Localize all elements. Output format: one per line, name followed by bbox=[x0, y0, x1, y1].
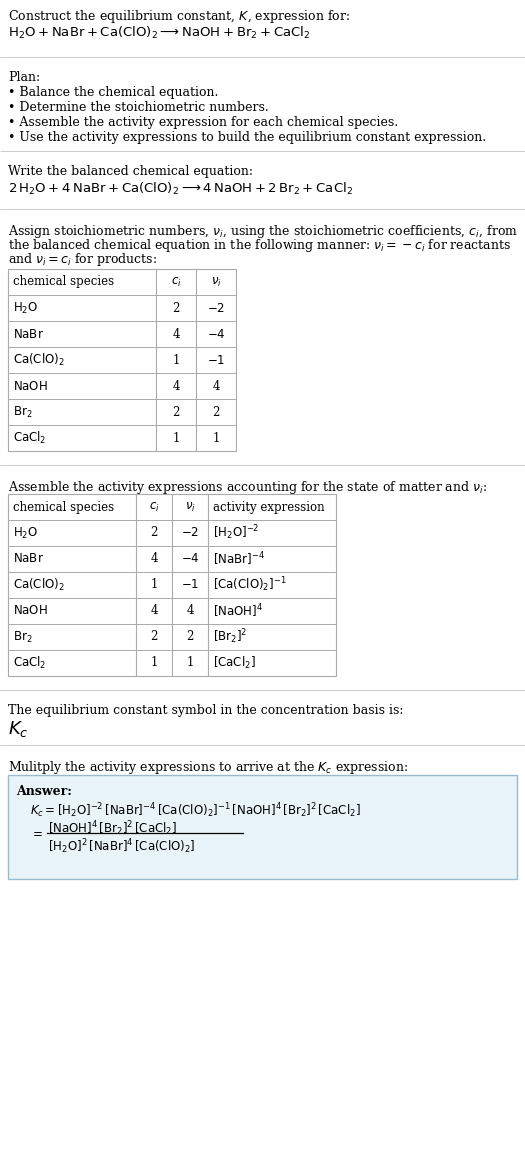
Text: 1: 1 bbox=[172, 353, 180, 367]
Text: $\mathrm{CaCl_2}$: $\mathrm{CaCl_2}$ bbox=[13, 655, 46, 670]
Text: Mulitply the activity expressions to arrive at the $K_c$ expression:: Mulitply the activity expressions to arr… bbox=[8, 759, 408, 775]
Text: • Balance the chemical equation.: • Balance the chemical equation. bbox=[8, 87, 218, 99]
Text: 4: 4 bbox=[172, 380, 180, 392]
Text: 4: 4 bbox=[150, 553, 157, 565]
Text: $\mathrm{NaBr}$: $\mathrm{NaBr}$ bbox=[13, 553, 44, 565]
Text: $[\mathrm{Br_2}]^2$: $[\mathrm{Br_2}]^2$ bbox=[213, 628, 247, 646]
Text: $\mathrm{H_2O}$: $\mathrm{H_2O}$ bbox=[13, 300, 38, 315]
Text: $\mathrm{Br_2}$: $\mathrm{Br_2}$ bbox=[13, 629, 33, 645]
Text: 2: 2 bbox=[172, 405, 180, 419]
Text: 1: 1 bbox=[172, 432, 180, 444]
Text: $\mathrm{H_2O}$: $\mathrm{H_2O}$ bbox=[13, 525, 38, 540]
Bar bbox=[8, 494, 336, 676]
Text: Write the balanced chemical equation:: Write the balanced chemical equation: bbox=[8, 165, 253, 178]
Text: $K_c$: $K_c$ bbox=[8, 719, 28, 739]
Text: $[\mathrm{H_2O}]^2\,[\mathrm{NaBr}]^4\,[\mathrm{Ca(ClO)_2}]$: $[\mathrm{H_2O}]^2\,[\mathrm{NaBr}]^4\,[… bbox=[48, 837, 195, 856]
Text: 2: 2 bbox=[172, 301, 180, 315]
Text: $-4$: $-4$ bbox=[207, 328, 225, 340]
Text: $[\mathrm{H_2O}]^{-2}$: $[\mathrm{H_2O}]^{-2}$ bbox=[213, 524, 259, 542]
Text: Plan:: Plan: bbox=[8, 72, 40, 84]
Text: 2: 2 bbox=[150, 526, 157, 540]
Text: 2: 2 bbox=[212, 405, 219, 419]
Text: 4: 4 bbox=[172, 328, 180, 340]
Text: • Determine the stoichiometric numbers.: • Determine the stoichiometric numbers. bbox=[8, 102, 269, 114]
Text: • Assemble the activity expression for each chemical species.: • Assemble the activity expression for e… bbox=[8, 117, 398, 129]
Text: 1: 1 bbox=[212, 432, 219, 444]
Text: the balanced chemical equation in the following manner: $\nu_i = -c_i$ for react: the balanced chemical equation in the fo… bbox=[8, 237, 511, 254]
Text: $\mathrm{NaOH}$: $\mathrm{NaOH}$ bbox=[13, 605, 48, 617]
Text: $c_i$: $c_i$ bbox=[171, 276, 181, 288]
Text: $\nu_i$: $\nu_i$ bbox=[211, 276, 222, 288]
Bar bbox=[8, 269, 236, 451]
Text: $c_i$: $c_i$ bbox=[149, 501, 160, 514]
Text: Assemble the activity expressions accounting for the state of matter and $\nu_i$: Assemble the activity expressions accoun… bbox=[8, 479, 487, 496]
Text: Construct the equilibrium constant, $K$, expression for:: Construct the equilibrium constant, $K$,… bbox=[8, 8, 350, 25]
Text: Answer:: Answer: bbox=[16, 785, 72, 799]
Text: $\mathrm{Br_2}$: $\mathrm{Br_2}$ bbox=[13, 404, 33, 420]
Text: $[\mathrm{NaOH}]^4$: $[\mathrm{NaOH}]^4$ bbox=[213, 602, 263, 620]
Text: $\mathrm{H_2O + NaBr + Ca(ClO)_2 \longrightarrow NaOH + Br_2 + CaCl_2}$: $\mathrm{H_2O + NaBr + Ca(ClO)_2 \longri… bbox=[8, 25, 311, 42]
Text: $\mathrm{NaBr}$: $\mathrm{NaBr}$ bbox=[13, 328, 44, 340]
Text: 4: 4 bbox=[150, 605, 157, 617]
Text: $\mathrm{Ca(ClO)_2}$: $\mathrm{Ca(ClO)_2}$ bbox=[13, 577, 65, 593]
Text: $[\mathrm{CaCl_2}]$: $[\mathrm{CaCl_2}]$ bbox=[213, 655, 256, 670]
Text: Assign stoichiometric numbers, $\nu_i$, using the stoichiometric coefficients, $: Assign stoichiometric numbers, $\nu_i$, … bbox=[8, 223, 518, 240]
Text: chemical species: chemical species bbox=[13, 501, 114, 514]
Text: $-1$: $-1$ bbox=[181, 578, 199, 592]
Text: $=$: $=$ bbox=[30, 826, 43, 839]
FancyBboxPatch shape bbox=[8, 775, 517, 879]
Text: 1: 1 bbox=[186, 657, 194, 669]
Text: $-1$: $-1$ bbox=[207, 353, 225, 367]
Text: $\mathrm{2\,H_2O + 4\,NaBr + Ca(ClO)_2 \longrightarrow 4\,NaOH + 2\,Br_2 + CaCl_: $\mathrm{2\,H_2O + 4\,NaBr + Ca(ClO)_2 \… bbox=[8, 181, 353, 197]
Text: $-2$: $-2$ bbox=[181, 526, 199, 540]
Text: 4: 4 bbox=[212, 380, 220, 392]
Text: $-2$: $-2$ bbox=[207, 301, 225, 315]
Text: The equilibrium constant symbol in the concentration basis is:: The equilibrium constant symbol in the c… bbox=[8, 704, 404, 717]
Text: $\mathrm{Ca(ClO)_2}$: $\mathrm{Ca(ClO)_2}$ bbox=[13, 352, 65, 368]
Text: chemical species: chemical species bbox=[13, 276, 114, 288]
Text: $[\mathrm{Ca(ClO)_2}]^{-1}$: $[\mathrm{Ca(ClO)_2}]^{-1}$ bbox=[213, 576, 287, 594]
Text: $\mathrm{NaOH}$: $\mathrm{NaOH}$ bbox=[13, 380, 48, 392]
Text: 1: 1 bbox=[150, 657, 157, 669]
Text: $[\mathrm{NaOH}]^4\,[\mathrm{Br_2}]^2\,[\mathrm{CaCl_2}]$: $[\mathrm{NaOH}]^4\,[\mathrm{Br_2}]^2\,[… bbox=[48, 819, 177, 838]
Text: $-4$: $-4$ bbox=[181, 553, 200, 565]
Text: • Use the activity expressions to build the equilibrium constant expression.: • Use the activity expressions to build … bbox=[8, 132, 486, 144]
Text: 1: 1 bbox=[150, 578, 157, 592]
Text: 2: 2 bbox=[150, 630, 157, 644]
Text: $\mathrm{CaCl_2}$: $\mathrm{CaCl_2}$ bbox=[13, 430, 46, 447]
Text: and $\nu_i = c_i$ for products:: and $\nu_i = c_i$ for products: bbox=[8, 252, 157, 268]
Text: 2: 2 bbox=[186, 630, 194, 644]
Text: $K_c = [\mathrm{H_2O}]^{-2}\,[\mathrm{NaBr}]^{-4}\,[\mathrm{Ca(ClO)_2}]^{-1}\,[\: $K_c = [\mathrm{H_2O}]^{-2}\,[\mathrm{Na… bbox=[30, 801, 361, 819]
Text: activity expression: activity expression bbox=[213, 501, 324, 514]
Text: $\nu_i$: $\nu_i$ bbox=[185, 501, 195, 514]
Text: $[\mathrm{NaBr}]^{-4}$: $[\mathrm{NaBr}]^{-4}$ bbox=[213, 550, 265, 568]
Text: 4: 4 bbox=[186, 605, 194, 617]
